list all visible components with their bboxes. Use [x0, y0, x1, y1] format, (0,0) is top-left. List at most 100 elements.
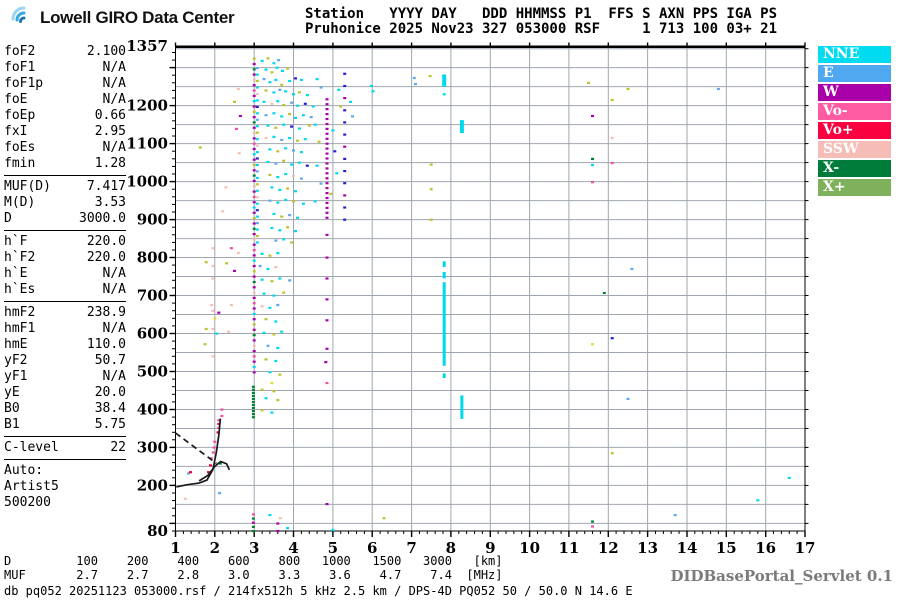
param-row: yF2 50.7: [4, 353, 126, 369]
param-row: B0 38.4: [4, 401, 126, 417]
brand-title: Lowell GIRO Data Center: [40, 8, 235, 27]
brand-header: Lowell GIRO Data Center: [8, 5, 235, 31]
param-row: foE N/A: [4, 92, 126, 108]
param-value: N/A: [102, 282, 126, 297]
param-label: B1: [4, 417, 20, 432]
svg-text:80: 80: [147, 522, 168, 540]
param-value: 3000.0: [79, 211, 126, 226]
legend-item-vo+: Vo+: [818, 122, 891, 139]
svg-text:600: 600: [137, 325, 168, 343]
legend-item-e: E: [818, 65, 891, 82]
svg-text:1100: 1100: [126, 135, 168, 153]
param-label: yE: [4, 385, 20, 400]
separator-line: [4, 436, 126, 437]
measurement-info-line: db pq052 20251123 053000.rsf / 214fx512h…: [4, 584, 633, 598]
param-row: foF1 N/A: [4, 60, 126, 76]
param-label: foF2: [4, 44, 36, 59]
svg-text:12: 12: [598, 539, 619, 557]
svg-text:17: 17: [795, 539, 816, 557]
param-label: M(D): [4, 195, 36, 210]
legend-item-ssw: SSW: [818, 141, 891, 158]
svg-text:10: 10: [519, 539, 540, 557]
param-label: hmF2: [4, 305, 36, 320]
station-header: Station YYYY DAY DDD HHMMSS P1 FFS S AXN…: [305, 7, 777, 37]
param-value: 238.9: [86, 305, 126, 320]
param-label: h`F2: [4, 250, 36, 265]
svg-text:500: 500: [137, 363, 168, 381]
svg-text:3: 3: [249, 539, 259, 557]
svg-text:14: 14: [677, 539, 698, 557]
param-label: h`Es: [4, 282, 36, 297]
param-label: B0: [4, 401, 20, 416]
svg-text:11: 11: [558, 539, 579, 557]
param-label: fmin: [4, 156, 36, 171]
svg-text:6: 6: [367, 539, 377, 557]
param-value: 0.66: [94, 108, 126, 123]
param-label: hmF1: [4, 321, 36, 336]
svg-text:300: 300: [137, 438, 168, 456]
param-row: hmF2 238.9: [4, 305, 126, 321]
svg-text:13: 13: [637, 539, 658, 557]
param-label: hmE: [4, 337, 28, 352]
svg-text:5: 5: [328, 539, 338, 557]
svg-text:400: 400: [137, 401, 168, 419]
param-row: yE 20.0: [4, 385, 126, 401]
station-header-line2: Pruhonice 2025 Nov23 327 053000 RSF 1 71…: [305, 21, 778, 37]
param-label: MUF(D): [4, 179, 51, 194]
echo-direction-legend: NNE E W Vo- Vo+ SSW X- X+: [818, 46, 891, 198]
param-value: 2.95: [94, 124, 126, 139]
param-value: 2.100: [86, 44, 126, 59]
separator-line: [4, 175, 126, 176]
param-value: 3.53: [94, 195, 126, 210]
svg-text:8: 8: [446, 539, 456, 557]
param-value: 22: [110, 440, 126, 455]
svg-text:15: 15: [716, 539, 737, 557]
param-row: h`Es N/A: [4, 282, 126, 298]
svg-text:1: 1: [170, 539, 180, 557]
legend-item-w: W: [818, 84, 891, 101]
param-row: yF1 N/A: [4, 369, 126, 385]
legend-item-x-: X-: [818, 160, 891, 177]
legend-item-vo-: Vo-: [818, 103, 891, 120]
svg-text:200: 200: [137, 476, 168, 494]
parameter-panel: foF2 2.100 foF1 N/A foF1p N/A foE N/A foEp 0.66 fx…: [4, 44, 126, 511]
param-row: foF2 2.100: [4, 44, 126, 60]
servlet-version-label: DIDBasePortal_Servlet 0.1: [670, 567, 893, 585]
auto-scaler-label: Artist5: [4, 479, 59, 494]
param-value: N/A: [102, 140, 126, 155]
param-value: 50.7: [94, 353, 126, 368]
separator-line: [4, 230, 126, 231]
param-value: N/A: [102, 321, 126, 336]
svg-text:1357: 1357: [126, 37, 168, 55]
param-label: fxI: [4, 124, 28, 139]
param-value: 1.28: [94, 156, 126, 171]
param-row: foEp 0.66: [4, 108, 126, 124]
param-value: 38.4: [94, 401, 126, 416]
param-value: 5.75: [94, 417, 126, 432]
legend-item-nne: NNE: [818, 46, 891, 63]
svg-text:2: 2: [210, 539, 220, 557]
giro-logo-icon: [8, 5, 40, 31]
param-row: hmE 110.0: [4, 337, 126, 353]
auto-scaler-label: 500200: [4, 495, 51, 510]
param-value: 220.0: [86, 250, 126, 265]
param-row: MUF(D) 7.417: [4, 179, 126, 195]
station-header-line1: Station YYYY DAY DDD HHMMSS P1 FFS S AXN…: [305, 6, 778, 22]
svg-text:900: 900: [137, 211, 168, 229]
param-value: 110.0: [86, 337, 126, 352]
svg-text:1000: 1000: [126, 173, 168, 191]
param-label: D: [4, 211, 12, 226]
param-row: M(D) 3.53: [4, 195, 126, 211]
param-value: N/A: [102, 76, 126, 91]
param-row: foF1p N/A: [4, 76, 126, 92]
param-label: foF1p: [4, 76, 44, 91]
param-row: fmin 1.28: [4, 156, 126, 172]
param-value: N/A: [102, 92, 126, 107]
param-row: h`F 220.0: [4, 234, 126, 250]
param-value: N/A: [102, 266, 126, 281]
param-label: h`E: [4, 266, 28, 281]
svg-text:7: 7: [406, 539, 416, 557]
d-row: D 100 200 400 600 800 1000 1500 3000 [km…: [4, 554, 503, 568]
